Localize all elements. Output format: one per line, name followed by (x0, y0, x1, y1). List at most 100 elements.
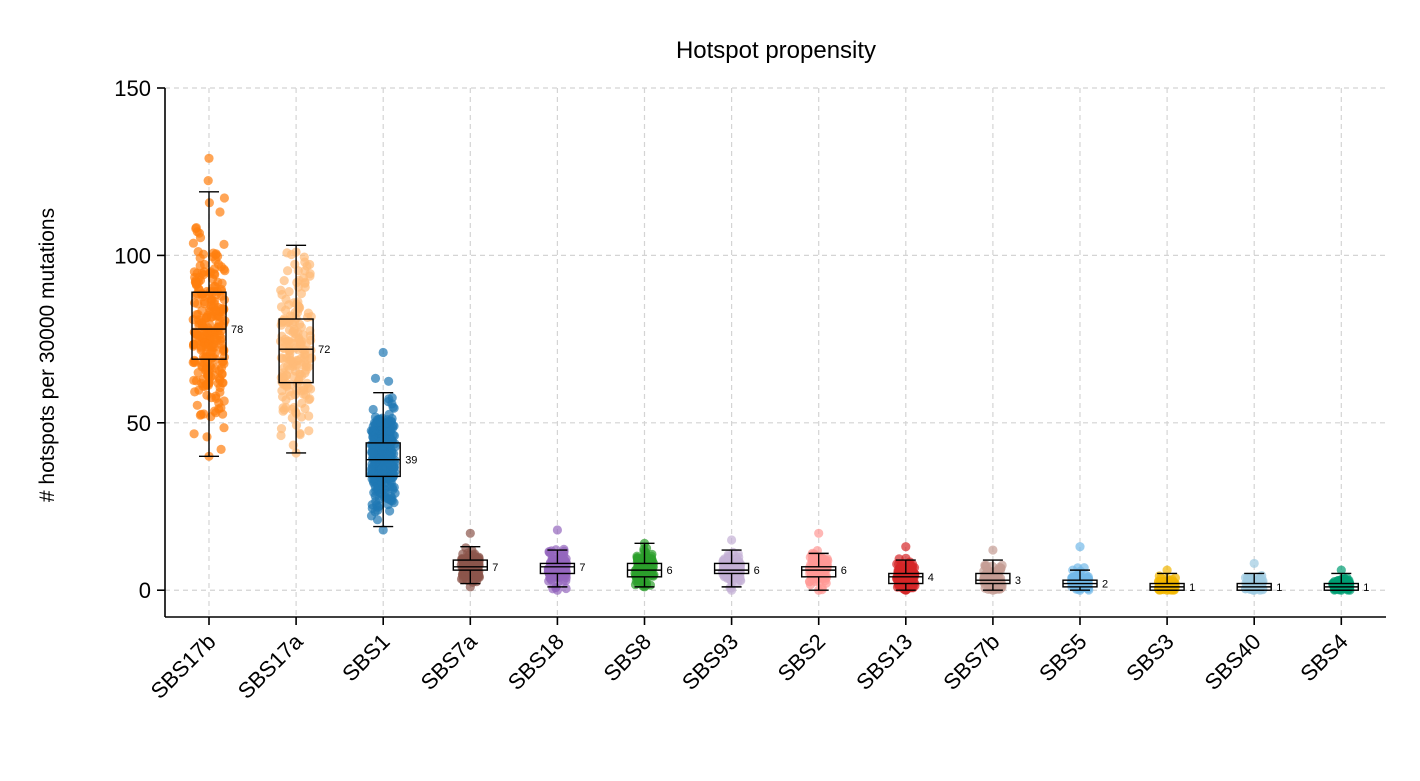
data-point (821, 558, 831, 568)
chart-title: Hotspot propensity (676, 37, 876, 64)
data-point (644, 571, 655, 581)
data-point (980, 583, 990, 593)
data-point (814, 528, 824, 538)
data-point (211, 408, 221, 418)
data-point (216, 363, 227, 373)
data-point (725, 553, 735, 563)
data-point (299, 383, 309, 393)
boxplot-SBS7a: 7 (452, 545, 498, 585)
data-point (216, 326, 226, 336)
data-point (297, 398, 307, 408)
data-point (305, 269, 315, 279)
median-label: 3 (1015, 575, 1021, 587)
data-point (189, 429, 199, 439)
data-point (382, 417, 392, 428)
data-point (368, 448, 378, 458)
median-label: 1 (1189, 582, 1195, 594)
data-point (725, 575, 736, 585)
data-point (820, 575, 830, 586)
data-point (295, 430, 305, 440)
data-point (284, 387, 295, 397)
data-point (206, 342, 216, 352)
data-point (196, 409, 206, 419)
data-point (304, 411, 314, 421)
data-point (303, 362, 314, 372)
data-point (189, 340, 199, 350)
data-point (290, 329, 300, 339)
boxplot-SBS13: 4 (888, 559, 934, 591)
boxplot-SBS8: 6 (626, 542, 673, 588)
data-point (388, 484, 398, 495)
boxplot-SBS17a: 72 (278, 244, 330, 454)
data-point (193, 368, 203, 378)
x-tick-label: SBS13 (851, 629, 917, 695)
data-point (209, 333, 220, 343)
data-point (993, 577, 1003, 587)
data-point (277, 289, 287, 300)
data-point (1249, 558, 1259, 569)
x-tick-label: SBS18 (503, 629, 569, 695)
data-point (389, 403, 399, 413)
x-tick-label: SBS17b (146, 629, 221, 704)
data-point (1336, 565, 1346, 575)
data-point (894, 554, 904, 564)
data-point (198, 374, 208, 384)
data-point (305, 326, 315, 336)
data-point (290, 366, 301, 376)
data-point (286, 355, 296, 365)
y-tick-label: 100 (114, 243, 151, 268)
median-label: 72 (318, 344, 330, 356)
median-label: 6 (754, 565, 760, 577)
data-point (215, 207, 225, 217)
data-point (208, 302, 219, 312)
x-tick-label: SBS1 (337, 629, 394, 686)
data-point (296, 359, 306, 370)
data-point (197, 306, 207, 316)
data-point (390, 439, 400, 449)
box (191, 291, 227, 360)
data-point (988, 545, 998, 555)
data-point (281, 370, 292, 380)
data-point (281, 305, 291, 315)
data-point (283, 266, 293, 276)
data-point (460, 560, 470, 570)
data-point (219, 193, 229, 203)
boxplot-SBS17b: 78 (191, 191, 243, 457)
data-point (279, 276, 289, 286)
data-point (219, 423, 229, 433)
median-label: 1 (1363, 582, 1369, 594)
y-tick-label: 0 (139, 578, 151, 603)
data-point (386, 461, 396, 471)
data-point (718, 569, 728, 580)
data-point (216, 286, 227, 296)
data-point (219, 239, 229, 249)
data-point (721, 560, 731, 570)
data-point (384, 450, 394, 460)
data-point (276, 424, 287, 434)
data-point (389, 498, 399, 508)
data-point (811, 568, 821, 578)
data-point (276, 353, 286, 363)
data-point (901, 542, 911, 552)
data-point (219, 295, 229, 305)
x-tick-label: SBS93 (677, 629, 743, 695)
data-point (727, 585, 737, 595)
data-point (284, 287, 294, 297)
data-point (552, 585, 563, 595)
data-point (299, 252, 309, 262)
data-point (904, 574, 914, 584)
boxplot-SBS4: 1 (1323, 572, 1369, 594)
data-point (385, 426, 395, 436)
data-point (203, 176, 213, 186)
data-point (205, 268, 215, 278)
data-point (374, 494, 384, 504)
data-point (544, 564, 554, 574)
data-point (371, 458, 381, 468)
data-point (1070, 577, 1080, 587)
boxplots: 78 72 39 7 7 6 6 6 4 3 2 1 1 1 (191, 191, 1369, 594)
box (452, 559, 488, 571)
data-point (456, 574, 467, 584)
data-point (465, 582, 475, 592)
data-point (559, 556, 569, 567)
